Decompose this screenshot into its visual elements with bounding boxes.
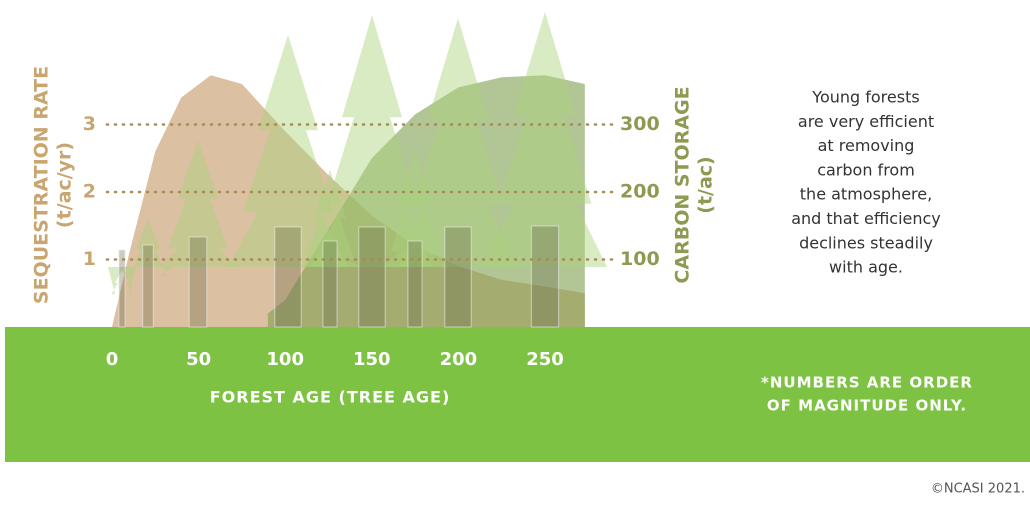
tree	[398, 18, 518, 267]
annotation: are very efficient	[798, 112, 934, 131]
x-tick-label: 200	[440, 349, 478, 370]
copyright: ©NCASI 2021.	[931, 482, 1025, 497]
tree-trunk	[274, 226, 302, 328]
annotation: carbon from	[817, 160, 915, 179]
y-axis-title: SEQUESTRATION RATE	[31, 66, 53, 304]
tree	[108, 267, 136, 295]
x-axis-title: FOREST AGE (TREE AGE)	[210, 388, 451, 407]
y2-axis-unit: (t/ac)	[695, 156, 717, 213]
annotation: the atmosphere,	[800, 185, 932, 204]
tree-trunk	[188, 236, 208, 328]
y-tick-label: 1	[83, 248, 96, 270]
y2-axis-title: CARBON STORAGE	[672, 86, 694, 283]
x-tick-label: 150	[353, 349, 391, 370]
tree	[298, 170, 362, 267]
tree-trunk	[118, 249, 126, 328]
tree	[383, 150, 447, 267]
series-area	[267, 75, 585, 327]
tree	[228, 35, 348, 267]
annotation: declines steadily	[799, 233, 933, 252]
y2-tick-label: 300	[620, 113, 660, 135]
annotation: and that efficiency	[791, 209, 941, 228]
tree-trunk	[358, 226, 386, 328]
tree-trunk	[322, 240, 338, 328]
annotation: with age.	[829, 258, 903, 277]
y-tick-label: 3	[83, 113, 96, 135]
annotation: at removing	[818, 136, 915, 155]
tree-trunk	[142, 244, 154, 328]
tree	[158, 140, 238, 267]
y-tick-label: 2	[83, 181, 96, 203]
tree	[124, 218, 172, 276]
tree-trunk	[407, 240, 423, 328]
tree-trunk	[530, 225, 560, 328]
tree	[483, 12, 607, 267]
x-tick-label: 100	[266, 349, 304, 370]
tree	[312, 15, 432, 267]
x-tick-label: 0	[106, 349, 119, 370]
tree-trunk	[444, 226, 472, 328]
ground	[5, 327, 1030, 462]
footnote: *NUMBERS ARE ORDER	[761, 374, 973, 392]
annotation: Young forests	[811, 88, 919, 107]
y-axis-unit: (t/ac/yr)	[54, 142, 76, 228]
footnote: OF MAGNITUDE ONLY.	[767, 397, 967, 415]
y2-tick-label: 100	[620, 248, 660, 270]
y2-tick-label: 200	[620, 181, 660, 203]
x-tick-label: 250	[526, 349, 564, 370]
x-tick-label: 50	[186, 349, 211, 370]
